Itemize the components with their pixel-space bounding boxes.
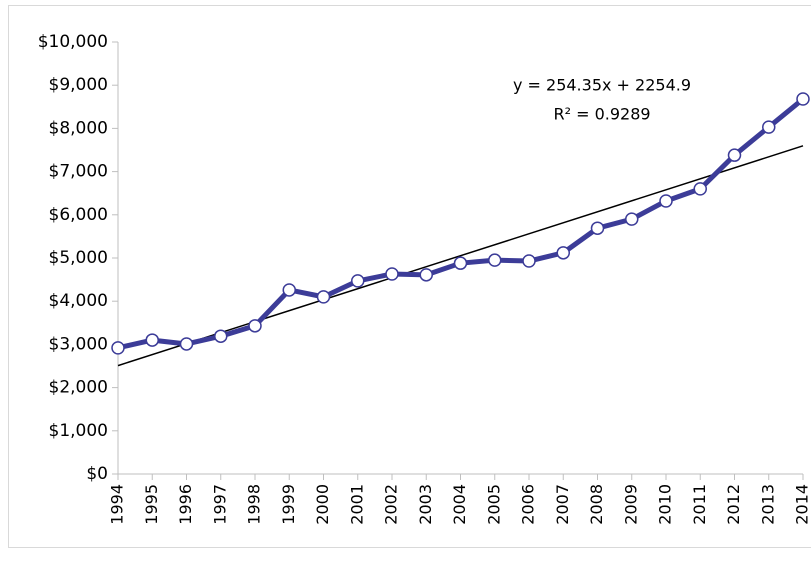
x-tick-label: 2014 bbox=[793, 484, 811, 525]
series-line bbox=[117, 97, 805, 351]
y-tick-label: $3,000 bbox=[49, 334, 108, 354]
r-squared: R² = 0.9289 bbox=[553, 105, 650, 124]
x-tick-label: 2007 bbox=[553, 484, 572, 525]
marker bbox=[214, 329, 228, 343]
x-tick-label: 2005 bbox=[484, 484, 503, 525]
x-tick-label: 2013 bbox=[758, 484, 777, 525]
x-tick-label: 1995 bbox=[142, 484, 161, 525]
y-tick-label: $10,000 bbox=[38, 32, 108, 52]
marker bbox=[453, 256, 468, 270]
x-tick-label: 2008 bbox=[587, 484, 606, 525]
marker bbox=[727, 148, 742, 162]
marker bbox=[488, 253, 502, 267]
marker bbox=[419, 268, 433, 282]
x-tick-label: 2006 bbox=[519, 484, 538, 525]
marker bbox=[179, 337, 194, 351]
x-tick-label: 2012 bbox=[724, 484, 743, 525]
marker bbox=[590, 221, 605, 235]
marker bbox=[693, 182, 707, 196]
marker bbox=[556, 246, 570, 260]
y-tick-label: $8,000 bbox=[49, 118, 108, 138]
y-tick-label: $5,000 bbox=[49, 248, 108, 268]
x-tick-label: 2011 bbox=[690, 484, 709, 525]
y-tick-label: $4,000 bbox=[49, 291, 108, 311]
x-tick-label: 2003 bbox=[416, 484, 435, 525]
marker bbox=[762, 120, 776, 134]
x-tick-label: 1994 bbox=[108, 484, 127, 525]
x-tick-label: 2001 bbox=[347, 484, 366, 525]
y-tick-label: $7,000 bbox=[49, 162, 108, 182]
marker bbox=[796, 92, 810, 106]
marker bbox=[282, 283, 296, 297]
marker bbox=[659, 194, 673, 208]
y-tick-label: $0 bbox=[86, 464, 108, 484]
x-tick-label: 2010 bbox=[656, 484, 675, 525]
x-tick-label: 2004 bbox=[450, 484, 469, 525]
marker bbox=[145, 333, 159, 347]
x-tick-label: 1998 bbox=[245, 484, 264, 525]
x-tick-label: 2000 bbox=[313, 484, 332, 525]
marker bbox=[351, 274, 365, 288]
marker bbox=[111, 341, 125, 355]
y-tick-label: $6,000 bbox=[49, 205, 108, 225]
trend-equation: y = 254.35x + 2254.9 bbox=[513, 76, 691, 95]
chart-border bbox=[8, 5, 811, 548]
y-tick-label: $1,000 bbox=[49, 421, 108, 441]
marker bbox=[625, 212, 639, 226]
x-tick-label: 1997 bbox=[210, 484, 229, 525]
trendline bbox=[117, 145, 804, 367]
y-tick-label: $9,000 bbox=[49, 75, 108, 95]
x-tick-label: 2009 bbox=[621, 484, 640, 525]
x-tick-label: 2002 bbox=[382, 484, 401, 525]
marker bbox=[385, 267, 399, 281]
marker bbox=[316, 290, 331, 304]
marker bbox=[248, 319, 262, 333]
x-tick-label: 1996 bbox=[176, 484, 195, 525]
y-tick-label: $2,000 bbox=[49, 378, 108, 398]
x-tick-label: 1999 bbox=[279, 484, 298, 525]
marker bbox=[522, 254, 536, 268]
